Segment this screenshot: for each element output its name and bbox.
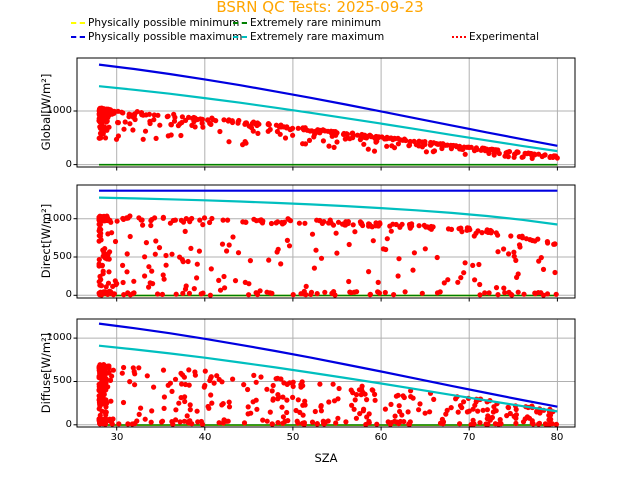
xtick-label: 30 bbox=[110, 432, 124, 443]
ytick-label-direct: 500 bbox=[52, 251, 72, 262]
experimental-dots-icon bbox=[452, 35, 466, 38]
ytick-label-diffuse: 1000 bbox=[46, 332, 72, 343]
ytick-label-diffuse: 0 bbox=[65, 419, 72, 430]
ytick-label-diffuse: 500 bbox=[52, 375, 72, 386]
xtick-label: 60 bbox=[374, 432, 388, 443]
er-min-line-icon bbox=[233, 21, 247, 24]
er-max-line-icon bbox=[233, 35, 247, 38]
legend-label: Extremely rare minimum bbox=[250, 16, 382, 29]
ytick-label-global: 0 bbox=[65, 159, 72, 170]
ytick-label-direct: 1000 bbox=[46, 213, 72, 224]
legend-item-pp-max: Physically possible maximum bbox=[71, 30, 242, 43]
figure-title: BSRN QC Tests: 2025-09-23 bbox=[216, 0, 424, 16]
legend-item-er-min: Extremely rare minimum bbox=[233, 16, 381, 29]
xtick-label: 70 bbox=[462, 432, 476, 443]
xtick-label: 50 bbox=[286, 432, 300, 443]
xtick-label: 80 bbox=[550, 432, 564, 443]
legend-item-er-max: Extremely rare maximum bbox=[233, 30, 384, 43]
legend-label: Experimental bbox=[469, 30, 540, 43]
ytick-label-global: 1000 bbox=[46, 105, 72, 116]
xtick-label: 40 bbox=[198, 432, 212, 443]
legend-item-experimental: Experimental bbox=[452, 30, 539, 43]
pp-min-line-icon bbox=[71, 21, 85, 24]
ytick-label-direct: 0 bbox=[65, 289, 72, 300]
pp-max-line-icon bbox=[71, 35, 85, 38]
x-axis-label: SZA bbox=[314, 451, 338, 465]
legend-item-pp-min: Physically possible minimum bbox=[71, 16, 239, 29]
y-axis-label-diffuse: Diffuse[W/m²] bbox=[39, 332, 53, 414]
legend-label: Physically possible maximum bbox=[88, 30, 243, 43]
legend-label: Physically possible minimum bbox=[88, 16, 240, 29]
legend-label: Extremely rare maximum bbox=[250, 30, 385, 43]
